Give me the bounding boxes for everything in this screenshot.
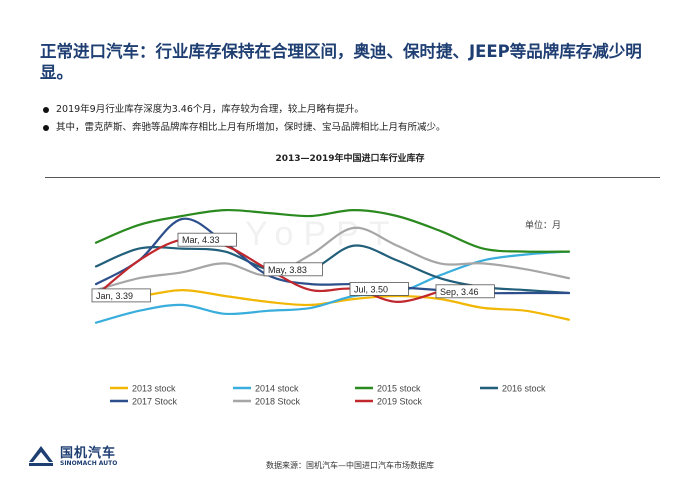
series-line-2016-stock — [94, 244, 571, 295]
logo-mark-icon — [29, 446, 53, 466]
series-line-2018-stock — [94, 226, 571, 292]
bullet-item: 2019年9月行业库存深度为3.46个月，库存较为合理，较上月略有提升。 — [42, 101, 662, 119]
legend-label: 2014 stock — [255, 384, 299, 394]
bullet-text: 其中，雷克萨斯、奔驰等品牌库存相比上月有所增加，保时捷、宝马品牌相比上月有所减少… — [56, 122, 446, 133]
data-label-box — [435, 284, 495, 299]
series-line-2014-stock — [94, 250, 571, 324]
bullet-item: 其中，雷克萨斯、奔驰等品牌库存相比上月有所增加，保时捷、宝马品牌相比上月有所减少… — [42, 119, 662, 137]
series-line-2015-stock — [94, 208, 571, 253]
legend-item: 2014 stock — [233, 384, 299, 394]
logo-text-en: SINOMACH AUTO — [60, 460, 118, 467]
bullet-list: 2019年9月行业库存深度为3.46个月，库存较为合理，较上月略有提升。 其中，… — [42, 101, 662, 137]
data-label: Jan, 3.39 — [91, 288, 151, 303]
data-source: 数据来源：国机汽车—中国进口汽车市场数据库 — [266, 461, 434, 470]
legend-label: 2017 Stock — [132, 397, 178, 407]
company-logo: 国机汽车 SINOMACH AUTO — [28, 440, 138, 474]
data-label-text: Jul, 3.50 — [354, 284, 388, 294]
data-label-text: Jan, 3.39 — [96, 291, 133, 301]
legend-label: 2013 stock — [132, 384, 176, 394]
legend-label: 2018 Stock — [255, 397, 301, 407]
data-label-box — [91, 288, 151, 303]
legend-label: 2016 stock — [502, 384, 546, 394]
data-label-box — [177, 232, 237, 247]
page-title: 正常进口汽车：行业库存保持在合理区间，奥迪、保时捷、JEEP等品牌库存减少明显。 — [40, 42, 642, 82]
legend-item: 2015 stock — [355, 384, 421, 394]
data-label-box — [349, 281, 409, 296]
line-chart: Jan, 3.39 Mar, 4.33 May, 3.83 Jul, 3.50 Sep,… — [91, 208, 571, 407]
data-label-text: Mar, 4.33 — [182, 235, 220, 245]
data-label: Jul, 3.50 — [349, 281, 409, 296]
data-label-box — [263, 262, 323, 277]
bullet-dot-icon — [43, 107, 49, 113]
data-label-text: May, 3.83 — [268, 265, 307, 275]
unit-label: 单位：月 — [525, 221, 562, 231]
chart-title: 2013—2019年中国进口车行业库存 — [275, 154, 425, 164]
legend-item: 2019 Stock — [355, 397, 423, 407]
legend-item: 2016 stock — [480, 384, 546, 394]
logo-text-cn: 国机汽车 — [60, 446, 117, 461]
legend-label: 2015 stock — [377, 384, 421, 394]
legend-label: 2019 Stock — [377, 397, 423, 407]
legend-item: 2017 Stock — [110, 397, 178, 407]
chart-divider — [45, 177, 660, 178]
legend-item: 2013 stock — [110, 384, 176, 394]
data-label: May, 3.83 — [263, 262, 323, 277]
data-label-text: Sep, 3.46 — [440, 287, 479, 297]
bullet-text: 2019年9月行业库存深度为3.46个月，库存较为合理，较上月略有提升。 — [56, 104, 364, 115]
bullet-dot-icon — [43, 125, 49, 131]
data-label: Sep, 3.46 — [435, 284, 495, 299]
data-label: Mar, 4.33 — [177, 232, 237, 247]
legend-item: 2018 Stock — [233, 397, 301, 407]
